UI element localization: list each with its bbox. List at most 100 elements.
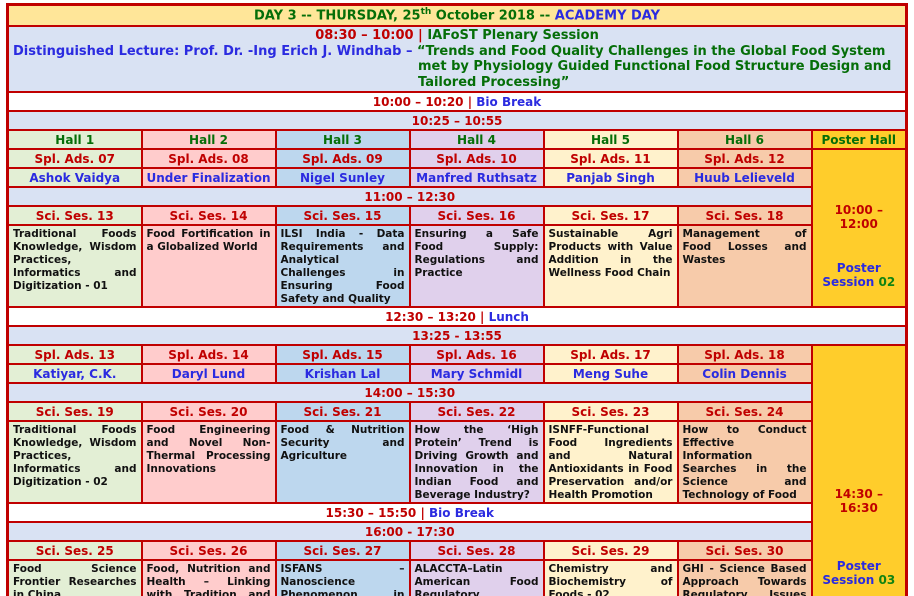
session-title: ISFANS – Nanoscience Phenomenon in Food …	[274, 559, 411, 596]
poster-session-cell-02: 10:00 – 12:00 Poster Session 02	[810, 148, 908, 308]
spl-morning-time: 10:25 – 10:55	[6, 110, 908, 131]
poster-hall-header: Poster Hall	[810, 129, 908, 150]
hall-header-4: Hall 4	[408, 129, 545, 150]
session-id: Spl. Ads. 08	[140, 148, 277, 169]
session-id: Spl. Ads. 11	[542, 148, 679, 169]
session-id: Sci. Ses. 20	[140, 401, 277, 422]
plenary-separator: |	[413, 28, 428, 43]
speaker-name: Manfred Ruthsatz	[408, 167, 545, 188]
sci-afternoon-time: 14:00 – 15:30	[6, 382, 813, 403]
bio-break-1-separator: |	[463, 94, 477, 109]
spl-morning-time-row: 10:25 – 10:55	[6, 110, 908, 131]
session-id: Sci. Ses. 28	[408, 540, 545, 561]
bio-break-2-label: Bio Break	[429, 505, 494, 520]
poster-session-cell-03: 14:30 – 16:30 Poster Session 03	[810, 344, 908, 596]
bio-break-2-separator: |	[416, 505, 430, 520]
day-banner-date: DAY 3 -- THURSDAY, 25	[254, 8, 421, 24]
day-banner-row: DAY 3 -- THURSDAY, 25th October 2018 -- …	[6, 3, 908, 27]
sci-morning-time: 11:00 – 12:30	[6, 186, 813, 207]
sci-morning-title-row: Traditional Foods Knowledge, Wisdom Prac…	[6, 224, 907, 308]
sci-afternoon-time-row: 14:00 – 15:30	[6, 382, 907, 403]
poster-session-02-time: 10:00 – 12:00	[834, 203, 883, 231]
session-title: Traditional Foods Knowledge, Wisdom Prac…	[6, 420, 143, 504]
plenary-lecture-line1: Distinguished Lecture: Prof. Dr. -Ing Er…	[13, 44, 901, 60]
sci-afternoon-id-row: Sci. Ses. 19 Sci. Ses. 20 Sci. Ses. 21 S…	[6, 401, 907, 422]
speaker-name: Daryl Lund	[140, 363, 277, 384]
speaker-name: Ashok Vaidya	[6, 167, 143, 188]
sci-morning-id-row: Sci. Ses. 13 Sci. Ses. 14 Sci. Ses. 15 S…	[6, 205, 907, 226]
session-id: Sci. Ses. 18	[676, 205, 813, 226]
session-title: How the ‘High Protein’ Trend is Driving …	[408, 420, 545, 504]
speaker-name: Mary Schmidl	[408, 363, 545, 384]
sci-evening-title-row: Food Science Frontier Researches in Chin…	[6, 559, 907, 596]
session-title: Traditional Foods Knowledge, Wisdom Prac…	[6, 224, 143, 308]
session-id: Spl. Ads. 10	[408, 148, 545, 169]
day-banner: DAY 3 -- THURSDAY, 25th October 2018 -- …	[6, 3, 908, 27]
session-id: Sci. Ses. 16	[408, 205, 545, 226]
session-id: Spl. Ads. 16	[408, 344, 545, 365]
plenary-lecture-title1: “Trends and Food Quality Challenges in t…	[416, 43, 886, 59]
lunch-label: Lunch	[488, 309, 529, 324]
poster-session-02-number: 02	[878, 275, 896, 289]
spl-morning-name-row: Ashok Vaidya Under Finalization Nigel Su…	[6, 167, 907, 188]
bio-break-2-row: 15:30 – 15:50 | Bio Break	[6, 502, 907, 523]
lunch-cell: 12:30 – 13:20 | Lunch	[6, 306, 908, 327]
session-title: ILSI India - Data Requirements and Analy…	[274, 224, 411, 308]
day-banner-academy: ACADEMY DAY	[554, 8, 661, 24]
sci-evening-id-row: Sci. Ses. 25 Sci. Ses. 26 Sci. Ses. 27 S…	[6, 540, 907, 561]
hall-header-5: Hall 5	[542, 129, 679, 150]
speaker-name: Huub Lelieveld	[676, 167, 813, 188]
session-id: Sci. Ses. 21	[274, 401, 411, 422]
spl-afternoon-name-row: Katiyar, C.K. Daryl Lund Krishan Lal Mar…	[6, 363, 907, 384]
poster-session-03-text: Poster Session	[822, 558, 881, 587]
session-id: Sci. Ses. 26	[140, 540, 277, 561]
session-title: How to Conduct Effective Information Sea…	[676, 420, 813, 504]
plenary-row: 08:30 – 10:00 | IAFoST Plenary Session D…	[6, 25, 908, 93]
session-id: Spl. Ads. 07	[6, 148, 143, 169]
hall-header-6: Hall 6	[676, 129, 813, 150]
speaker-name: Panjab Singh	[542, 167, 679, 188]
bio-break-1-row: 10:00 – 10:20 | Bio Break	[6, 91, 908, 112]
poster-session-03-time: 14:30 – 16:30	[834, 486, 883, 515]
plenary-lecture-title3: Tailored Processing”	[418, 74, 570, 90]
poster-session-02-label: Poster Session 02	[815, 261, 904, 289]
session-title: Food, Nutrition and Health – Linking wit…	[140, 559, 277, 596]
bio-break-2-time: 15:30 – 15:50	[325, 505, 417, 520]
speaker-name: Katiyar, C.K.	[6, 363, 143, 384]
speaker-name: Under Finalization	[140, 167, 277, 188]
spl-afternoon-id-row: Spl. Ads. 13 Spl. Ads. 14 Spl. Ads. 15 S…	[6, 344, 908, 596]
hall-header-row: Hall 1 Hall 2 Hall 3 Hall 4 Hall 5 Hall …	[6, 129, 908, 150]
plenary-session-title: IAFoST Plenary Session	[427, 28, 599, 43]
session-id: Sci. Ses. 15	[274, 205, 411, 226]
sci-evening-time-row: 16:00 - 17:30	[6, 521, 907, 542]
bio-break-2-cell: 15:30 – 15:50 | Bio Break	[6, 502, 813, 523]
session-id: Sci. Ses. 22	[408, 401, 545, 422]
session-title: Sustainable Agri Products with Value Add…	[542, 224, 679, 308]
sci-morning-time-row: 11:00 – 12:30	[6, 186, 907, 207]
session-title: ISNFF-Functional Food Ingredients and Na…	[542, 420, 679, 504]
spl-morning-id-row: Spl. Ads. 07 Spl. Ads. 08 Spl. Ads. 09 S…	[6, 148, 908, 308]
lunch-time: 12:30 – 13:20	[385, 309, 476, 324]
day-banner-ordinal: th	[420, 7, 432, 18]
session-title: GHI - Science Based Approach Towards Reg…	[676, 559, 813, 596]
session-title: Ensuring a Safe Food Supply: Regulations…	[408, 224, 545, 308]
sci-evening-time: 16:00 - 17:30	[6, 521, 813, 542]
session-id: Sci. Ses. 30	[676, 540, 813, 561]
session-id: Sci. Ses. 14	[140, 205, 277, 226]
session-id: Sci. Ses. 27	[274, 540, 411, 561]
session-id: Sci. Ses. 23	[542, 401, 679, 422]
session-id: Spl. Ads. 15	[274, 344, 411, 365]
session-id: Spl. Ads. 17	[542, 344, 679, 365]
session-id: Spl. Ads. 09	[274, 148, 411, 169]
session-id: Sci. Ses. 17	[542, 205, 679, 226]
session-title: Food Engineering and Novel Non-Thermal P…	[140, 420, 277, 504]
plenary-lecturer: Distinguished Lecture: Prof. Dr. -Ing Er…	[13, 43, 417, 59]
sci-afternoon-title-row: Traditional Foods Knowledge, Wisdom Prac…	[6, 420, 907, 504]
session-id: Sci. Ses. 19	[6, 401, 143, 422]
poster-session-03-number: 03	[878, 572, 896, 587]
day3-schedule-table: DAY 3 -- THURSDAY, 25th October 2018 -- …	[6, 3, 909, 596]
session-id: Spl. Ads. 12	[676, 148, 813, 169]
session-id: Sci. Ses. 13	[6, 205, 143, 226]
plenary-lecture-title2: met by Physiology Guided Functional Food…	[418, 59, 892, 74]
session-id: Sci. Ses. 25	[6, 540, 143, 561]
